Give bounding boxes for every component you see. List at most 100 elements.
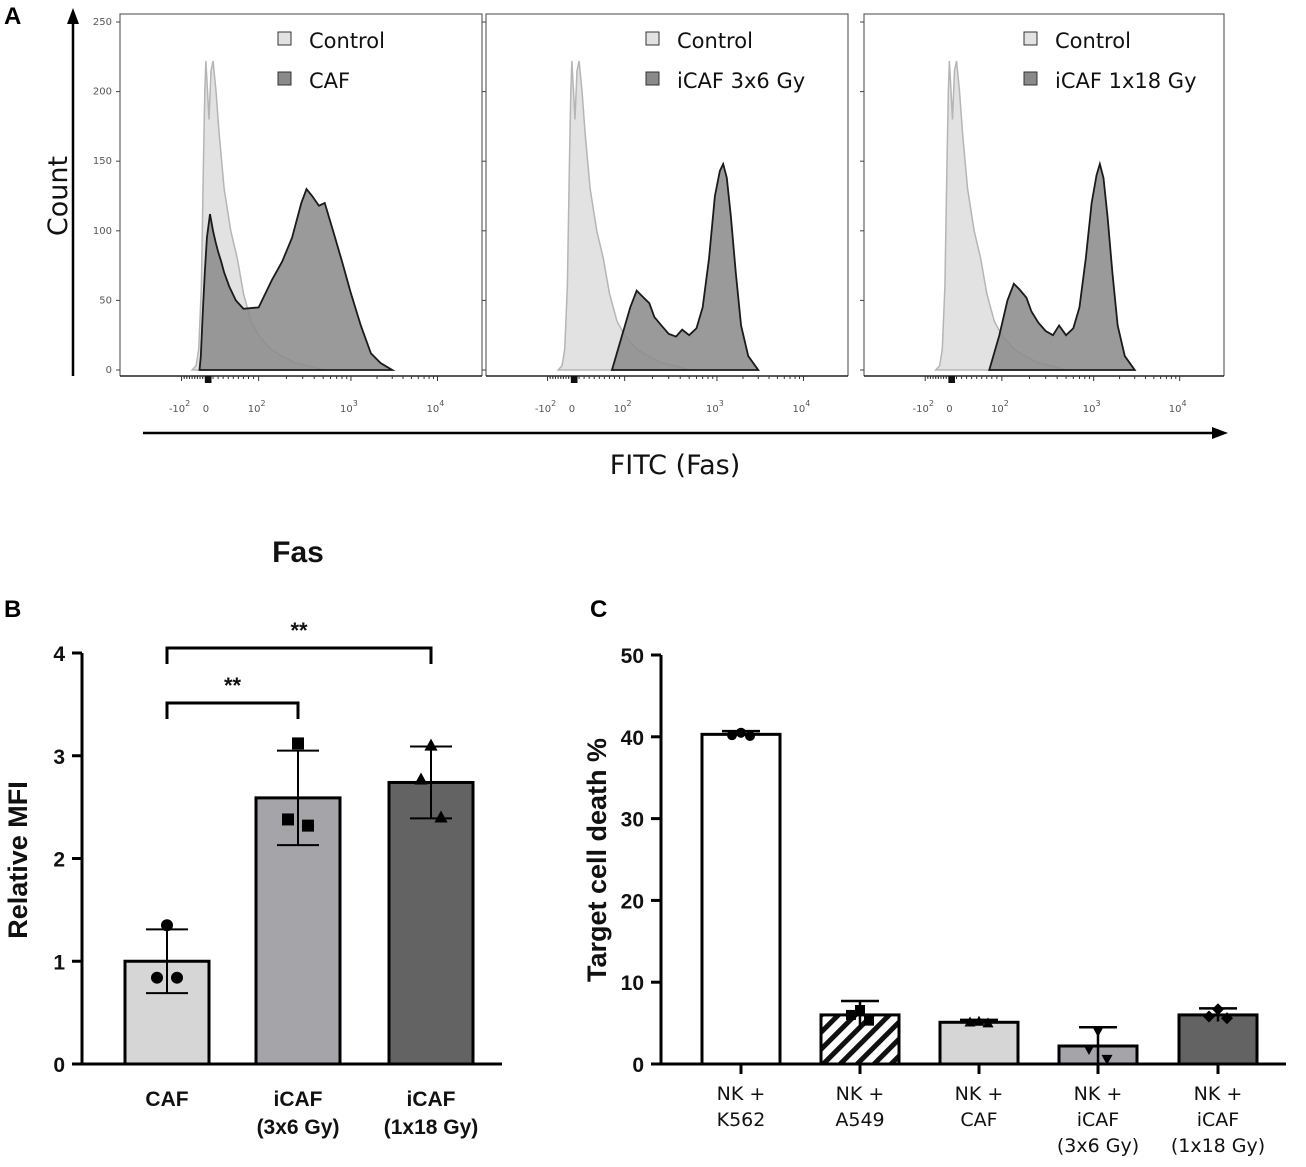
x-tick-base: 10 xyxy=(1083,404,1096,415)
category-label: iCAF xyxy=(1197,1109,1239,1131)
x-tick-exponent: 3 xyxy=(719,399,724,408)
plot-frame xyxy=(863,13,1225,376)
x-tick-base: 10 xyxy=(793,404,806,415)
chart-title: Fas xyxy=(272,536,324,569)
x-tick-label: 103 xyxy=(706,399,724,415)
legend-label-control: Control xyxy=(677,29,753,53)
data-point xyxy=(171,971,183,984)
x-tick-label: 0 xyxy=(203,404,209,415)
data-point xyxy=(434,810,448,823)
bar-3 xyxy=(938,1020,1020,1066)
x-tick-label: 102 xyxy=(614,399,632,415)
x-tick-base: -10 xyxy=(169,404,185,415)
y-tick-label: 0 xyxy=(632,1054,644,1077)
significance-bracket xyxy=(165,701,300,719)
y-tick-label: 2 xyxy=(53,849,65,872)
data-point xyxy=(1203,1010,1215,1023)
x-tick-label: 103 xyxy=(340,399,358,415)
x-tick-base: 0 xyxy=(946,404,952,415)
bar-2 xyxy=(819,1013,901,1066)
y-axis-title: Relative MFI xyxy=(3,781,33,939)
data-point xyxy=(745,730,755,741)
data-point xyxy=(964,1016,976,1027)
x-tick-base: 10 xyxy=(991,404,1004,415)
control-histogram xyxy=(556,60,690,371)
significance-label: ** xyxy=(224,673,242,698)
significance-bracket xyxy=(165,646,433,664)
y-tick-label: 50 xyxy=(621,645,644,668)
x-tick-exponent: 2 xyxy=(1004,399,1009,408)
x-tick-exponent: 2 xyxy=(551,399,556,408)
y-tick-label: 200 xyxy=(93,87,112,98)
count-axis: Count xyxy=(43,8,79,376)
legend-label-sample: CAF xyxy=(309,69,350,93)
x-tick-base: 10 xyxy=(340,404,353,415)
category-label: NK + xyxy=(1074,1083,1123,1105)
data-point xyxy=(1101,1054,1113,1065)
panel-c: C Target cell death % 0 10 20 30 40 50 NK + K562… xyxy=(582,596,1286,1157)
legend-swatch-control xyxy=(277,31,292,46)
y-tick-label: 4 xyxy=(53,643,65,666)
category-label: (3x6 Gy) xyxy=(1057,1135,1139,1157)
category-label: (1x18 Gy) xyxy=(1171,1135,1265,1157)
x-tick-exponent: 3 xyxy=(353,399,358,408)
data-point xyxy=(414,772,428,785)
x-tick-base: 10 xyxy=(614,404,627,415)
data-point xyxy=(736,727,746,738)
y-tick-label: 250 xyxy=(93,17,112,28)
count-axis-arrowhead xyxy=(67,8,79,24)
significance-label: ** xyxy=(290,618,308,643)
category-label: A549 xyxy=(835,1109,884,1131)
control-histogram xyxy=(933,60,1067,371)
y-tick-label: 0 xyxy=(53,1054,65,1077)
category-label: NK + xyxy=(836,1083,885,1105)
x-tick-exponent: 2 xyxy=(185,399,190,408)
y-tick-label: 50 xyxy=(99,295,112,306)
x-tick-base: -10 xyxy=(535,404,551,415)
x-tick-label: 0 xyxy=(946,404,952,415)
x-tick-exponent: 4 xyxy=(439,399,444,408)
x-tick-label: 102 xyxy=(991,399,1009,415)
y-tick-label: 100 xyxy=(93,226,112,237)
panel-c-letter: C xyxy=(590,596,607,623)
x-tick-base: 10 xyxy=(427,404,440,415)
fitc-axis-label: FITC (Fas) xyxy=(610,450,741,481)
panel-b-letter: B xyxy=(4,596,21,623)
category-label: iCAF xyxy=(407,1088,456,1111)
y-axis-title: Target cell death % xyxy=(582,738,612,982)
x-tick-exponent: 2 xyxy=(260,399,265,408)
data-point xyxy=(1092,1027,1104,1038)
category-label: (1x18 Gy) xyxy=(384,1116,479,1139)
category-label: NK + xyxy=(1194,1083,1243,1105)
data-point xyxy=(1221,1012,1233,1025)
data-point xyxy=(982,1017,994,1028)
plot-frame xyxy=(485,13,849,376)
data-point xyxy=(973,1015,985,1026)
x-tick-label: -102 xyxy=(912,399,933,415)
category-label: iCAF xyxy=(1077,1109,1119,1131)
x-tick-exponent: 4 xyxy=(805,399,810,408)
plot-frame xyxy=(119,13,483,376)
x-tick-label: -102 xyxy=(169,399,190,415)
sample-histogram xyxy=(988,160,1137,371)
data-point xyxy=(292,737,304,750)
data-point xyxy=(161,919,173,932)
fitc-axis-arrowhead xyxy=(1212,427,1228,439)
y-tick-label: 10 xyxy=(621,972,644,995)
legend-swatch-sample xyxy=(277,71,292,86)
y-tick-label: 30 xyxy=(621,809,644,832)
x-tick-exponent: 3 xyxy=(1096,399,1101,408)
y-tick-label: 3 xyxy=(53,746,65,769)
y-tick-label: 0 xyxy=(106,365,112,376)
category-label: NK + xyxy=(955,1083,1004,1105)
legend-swatch-control xyxy=(1023,31,1038,46)
category-label: iCAF xyxy=(274,1088,323,1111)
bar-3 xyxy=(387,780,475,1066)
x-tick-label: 103 xyxy=(1083,399,1101,415)
